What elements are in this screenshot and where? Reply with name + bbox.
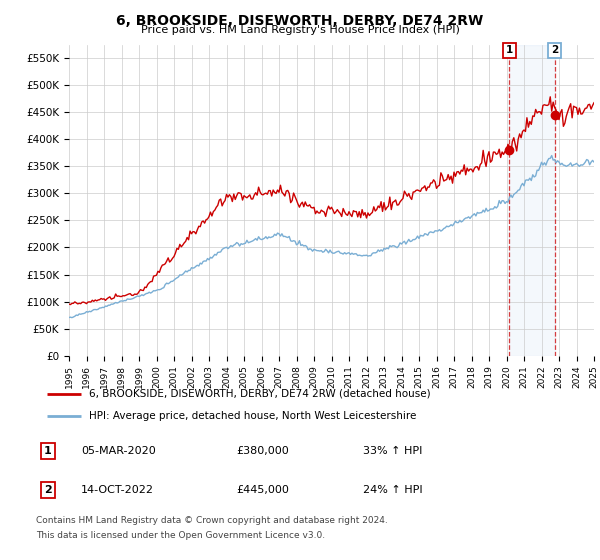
Text: 6, BROOKSIDE, DISEWORTH, DERBY, DE74 2RW (detached house): 6, BROOKSIDE, DISEWORTH, DERBY, DE74 2RW… [89,389,430,399]
Text: 05-MAR-2020: 05-MAR-2020 [81,446,155,456]
Text: 33% ↑ HPI: 33% ↑ HPI [364,446,423,456]
Bar [509,45,554,356]
Text: Price paid vs. HM Land Registry's House Price Index (HPI): Price paid vs. HM Land Registry's House … [140,25,460,35]
Text: 14-OCT-2022: 14-OCT-2022 [81,484,154,494]
Text: £445,000: £445,000 [236,484,290,494]
Text: 2: 2 [551,45,558,55]
Text: 1: 1 [506,45,513,55]
Text: 24% ↑ HPI: 24% ↑ HPI [364,484,423,494]
Text: 6, BROOKSIDE, DISEWORTH, DERBY, DE74 2RW: 6, BROOKSIDE, DISEWORTH, DERBY, DE74 2RW [116,14,484,28]
Text: HPI: Average price, detached house, North West Leicestershire: HPI: Average price, detached house, Nort… [89,410,416,421]
Text: £380,000: £380,000 [236,446,289,456]
Text: 2: 2 [44,484,52,494]
Text: This data is licensed under the Open Government Licence v3.0.: This data is licensed under the Open Gov… [36,531,325,540]
Text: Contains HM Land Registry data © Crown copyright and database right 2024.: Contains HM Land Registry data © Crown c… [36,516,388,525]
Text: 1: 1 [44,446,52,456]
